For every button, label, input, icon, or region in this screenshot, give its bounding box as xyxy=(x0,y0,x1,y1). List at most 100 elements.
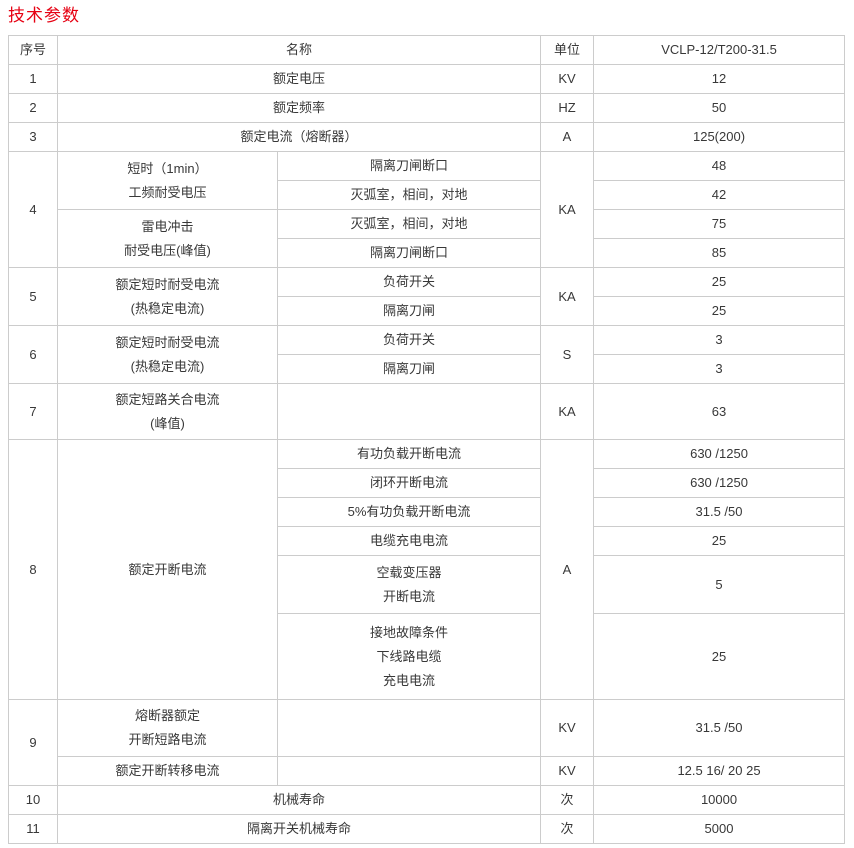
table-row: 11 隔离开关机械寿命 次 5000 xyxy=(8,814,846,844)
row5-value2-cell: 25 xyxy=(593,296,846,326)
row6-seq-cell: 6 xyxy=(8,325,58,384)
row8-value2-cell: 630 /1250 xyxy=(593,468,846,498)
row3-name-cell: 额定电流（熔断器） xyxy=(56,122,542,152)
table-row: 接地故障条件 下线路电缆 充电电流 25 xyxy=(9,613,846,700)
row11-name-cell: 隔离开关机械寿命 xyxy=(56,814,542,844)
table-row: 2 额定频率 HZ 50 xyxy=(8,93,846,123)
header-name-cell: 名称 xyxy=(56,35,542,65)
row1-seq-cell: 1 xyxy=(8,64,58,94)
row4-unit-cell: KA xyxy=(540,151,595,268)
table-row: 空载变压器 开断电流 5 xyxy=(9,555,846,614)
row3-seq-cell: 3 xyxy=(8,122,58,152)
header-model-cell: VCLP-12/T200-31.5 xyxy=(593,35,846,65)
row4-name-lightning-cell: 雷电冲击 耐受电压(峰值) xyxy=(57,209,278,268)
table-row: 闭环开断电流 630 /1250 xyxy=(9,468,846,498)
row8-value5-cell: 5 xyxy=(593,555,846,614)
row8-sub4-cell: 电缆充电电流 xyxy=(276,526,542,556)
row8-value4-cell: 25 xyxy=(593,526,846,556)
row1-value-cell: 12 xyxy=(593,64,846,94)
table-row: 1 额定电压 KV 12 xyxy=(8,64,846,94)
row6-sub2-cell: 隔离刀闸 xyxy=(276,354,542,384)
row7-unit-cell: KA xyxy=(540,383,595,440)
row4-value1-cell: 48 xyxy=(593,151,846,181)
row11-value-cell: 5000 xyxy=(593,814,846,844)
row8-seq-cell: 8 xyxy=(8,439,58,700)
row8-value6-cell: 25 xyxy=(593,613,846,700)
row4-seq-cell: 4 xyxy=(8,151,58,268)
row8-sub5-cell: 空载变压器 开断电流 xyxy=(276,555,542,614)
row8-value3-cell: 31.5 /50 xyxy=(593,497,846,527)
technical-parameters-table: 序号 名称 单位 VCLP-12/T200-31.5 1 额定电压 KV 12 … xyxy=(8,35,846,844)
row2-name-cell: 额定频率 xyxy=(56,93,542,123)
row3-unit-cell: A xyxy=(540,122,595,152)
table-row: 10 机械寿命 次 10000 xyxy=(8,785,846,815)
row11-unit-cell: 次 xyxy=(540,814,595,844)
row9-value2-cell: 12.5 16/ 20 25 xyxy=(593,756,846,786)
row4-value3-cell: 75 xyxy=(593,209,846,239)
row6-value2-cell: 3 xyxy=(593,354,846,384)
table-row: 7 额定短路关合电流 (峰值) KA 63 xyxy=(8,383,846,440)
row5-value1-cell: 25 xyxy=(593,267,846,297)
row6-unit-cell: S xyxy=(540,325,595,384)
header-seq-cell: 序号 xyxy=(8,35,58,65)
row6-value1-cell: 3 xyxy=(593,325,846,355)
row5-name-cell: 额定短时耐受电流 (热稳定电流) xyxy=(57,267,278,326)
row5-sub1-cell: 负荷开关 xyxy=(276,267,542,297)
row10-value-cell: 10000 xyxy=(593,785,846,815)
row2-unit-cell: HZ xyxy=(540,93,595,123)
row8-sub3-cell: 5%有功负载开断电流 xyxy=(276,497,542,527)
row5-unit-cell: KA xyxy=(540,267,595,326)
row8-unit-cell: A xyxy=(540,439,595,700)
table-row: 5 额定短时耐受电流 (热稳定电流) 负荷开关 KA 25 xyxy=(8,267,846,326)
table-row: 灭弧室，相间，对地 42 xyxy=(9,180,846,210)
row2-seq-cell: 2 xyxy=(8,93,58,123)
row7-seq-cell: 7 xyxy=(8,383,58,440)
row9-unit2-cell: KV xyxy=(540,756,595,786)
row7-name-cell: 额定短路关合电流 (峰值) xyxy=(57,383,278,440)
page-title: 技术参数 xyxy=(8,6,80,25)
table-row: 额定开断转移电流 KV 12.5 16/ 20 25 xyxy=(9,756,846,786)
row4-sub1-cell: 隔离刀闸断口 xyxy=(276,151,542,181)
header-unit-cell: 单位 xyxy=(540,35,595,65)
row1-name-cell: 额定电压 xyxy=(56,64,542,94)
row5-seq-cell: 5 xyxy=(8,267,58,326)
row6-name-cell: 额定短时耐受电流 (热稳定电流) xyxy=(57,325,278,384)
table-row: 隔离刀闸 3 xyxy=(9,354,846,384)
table-row: 4 短时（1min） 工频耐受电压 隔离刀闸断口 KA 48 xyxy=(8,151,846,268)
row4-sub4-cell: 隔离刀闸断口 xyxy=(276,238,542,268)
row9-seq-cell: 9 xyxy=(8,699,58,786)
table-row: 隔离刀闸 25 xyxy=(9,296,846,326)
row2-value-cell: 50 xyxy=(593,93,846,123)
row3-value-cell: 125(200) xyxy=(593,122,846,152)
table-row: 9 熔断器额定 开断短路电流 KV 31.5 /50 xyxy=(8,699,846,786)
row9-empty-sub2-cell xyxy=(276,756,542,786)
table-row: 3 额定电流（熔断器） A 125(200) xyxy=(8,122,846,152)
row4-sub3-cell: 灭弧室，相间，对地 xyxy=(276,209,542,239)
row9-value1-cell: 31.5 /50 xyxy=(593,699,846,757)
table-row: 6 额定短时耐受电流 (热稳定电流) 负荷开关 S 3 xyxy=(8,325,846,384)
row10-name-cell: 机械寿命 xyxy=(56,785,542,815)
row6-sub1-cell: 负荷开关 xyxy=(276,325,542,355)
row7-empty-sub-cell xyxy=(276,383,542,440)
row4-value2-cell: 42 xyxy=(593,180,846,210)
row11-seq-cell: 11 xyxy=(8,814,58,844)
header-row: 序号 名称 单位 VCLP-12/T200-31.5 xyxy=(8,35,846,65)
table-row: 电缆充电电流 25 xyxy=(9,526,846,556)
row8-value1-cell: 630 /1250 xyxy=(593,439,846,469)
row9-empty-sub1-cell xyxy=(276,699,542,757)
row9-name1-cell: 熔断器额定 开断短路电流 xyxy=(57,699,278,757)
table-row: 隔离刀闸断口 85 xyxy=(9,238,846,268)
row7-value-cell: 63 xyxy=(593,383,846,440)
table-row: 雷电冲击 耐受电压(峰值) 灭弧室，相间，对地 75 xyxy=(9,209,846,268)
row1-unit-cell: KV xyxy=(540,64,595,94)
row10-seq-cell: 10 xyxy=(8,785,58,815)
row10-unit-cell: 次 xyxy=(540,785,595,815)
table-row: 8 额定开断电流 有功负载开断电流 A 630 /1250 xyxy=(8,439,846,700)
row4-sub2-cell: 灭弧室，相间，对地 xyxy=(276,180,542,210)
row9-unit1-cell: KV xyxy=(540,699,595,757)
row8-name-cell: 额定开断电流 xyxy=(57,439,278,700)
row5-sub2-cell: 隔离刀闸 xyxy=(276,296,542,326)
row8-sub6-cell: 接地故障条件 下线路电缆 充电电流 xyxy=(276,613,542,700)
row8-sub2-cell: 闭环开断电流 xyxy=(276,468,542,498)
